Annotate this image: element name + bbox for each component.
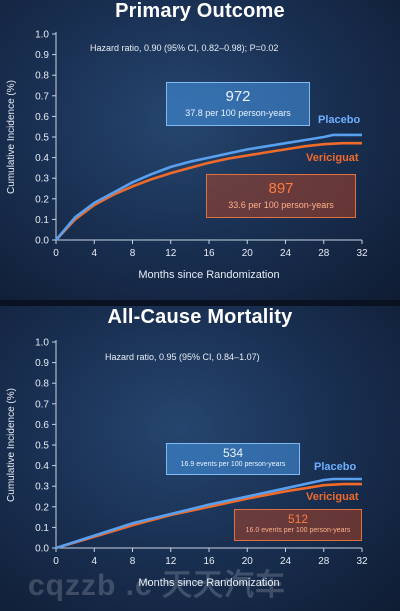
y-tick-label: 0.9: [35, 50, 49, 61]
x-tick-label: 12: [165, 248, 177, 259]
y-tick-label: 0.6: [35, 420, 49, 431]
x-tick-label: 16: [203, 248, 215, 259]
series-line-placebo: [55, 477, 362, 550]
vericiguat-rate: 33.6 per 100 person-years: [228, 200, 334, 210]
x-tick-label: 28: [318, 248, 330, 259]
placebo-stat-box: 972 37.8 per 100 person-years: [166, 82, 310, 126]
y-tick-label: 0.5: [35, 133, 49, 144]
y-tick-label: 0.3: [35, 174, 49, 185]
y-tick-label: 0.1: [35, 215, 49, 226]
y-tick-label: 0.7: [35, 399, 49, 410]
y-tick-label: 0.2: [35, 502, 49, 513]
series-line-vericiguat: [55, 141, 362, 241]
primary-outcome-chart: 0.0 0.1 0.2 0.3 0.4 0.5 0.6 0.7 0.8 0.9 1.0 0 4 8 12 16…: [6, 30, 368, 282]
placebo-rate: 16.9 events per 100 person-years: [180, 461, 286, 468]
placebo-count: 534: [222, 446, 244, 460]
legend-vericiguat: Vericiguat: [306, 491, 359, 503]
y-tick-label: 0.0: [35, 236, 49, 247]
x-tick-label: 4: [91, 248, 97, 259]
placebo-count: 972: [225, 88, 251, 105]
watermark-text: cqzzb .c 天天汽车: [28, 569, 287, 602]
x-axis-label: Months since Randomization: [138, 269, 279, 281]
x-tick-label: 28: [318, 556, 330, 567]
legend-vericiguat: Vericiguat: [306, 152, 359, 164]
y-axis-label: Cumulative Incidence (%): [6, 80, 17, 194]
x-tick-label: 0: [53, 248, 59, 259]
x-tick-label: 24: [280, 248, 292, 259]
mortality-chart: 0.0 0.1 0.2 0.3 0.4 0.5 0.6 0.7 0.8 0.9 1.0 0 4 8 12 16…: [6, 338, 368, 590]
legend-placebo: Placebo: [318, 114, 361, 126]
placebo-rate: 37.8 per 100 person-years: [185, 108, 291, 118]
y-tick-label: 0.8: [35, 379, 49, 390]
y-tick-label: 0.0: [35, 544, 49, 555]
y-tick-label: 0.3: [35, 482, 49, 493]
y-tick-label: 0.6: [35, 112, 49, 123]
x-tick-label: 8: [130, 248, 136, 259]
y-tick-label: 0.2: [35, 194, 49, 205]
series-line-vericiguat: [55, 482, 362, 550]
x-tick-label: 8: [130, 556, 136, 567]
x-axis-label: Months since Randomization: [138, 577, 279, 589]
x-tick-label: 4: [91, 556, 97, 567]
x-tick-label: 20: [242, 556, 254, 567]
x-tick-label: 16: [203, 556, 215, 567]
chart-title: All-Cause Mortality: [107, 306, 293, 328]
y-tick-label: 0.4: [35, 461, 49, 472]
hazard-ratio-text: Hazard ratio, 0.95 (95% CI, 0.84–1.07): [105, 352, 260, 362]
x-tick-label: 0: [53, 556, 59, 567]
y-axis-label: Cumulative Incidence (%): [6, 388, 17, 502]
x-tick-label: 12: [165, 556, 177, 567]
y-tick-label: 0.9: [35, 358, 49, 369]
x-tick-label: 20: [242, 248, 254, 259]
y-tick-label: 0.4: [35, 153, 49, 164]
legend-placebo: Placebo: [314, 461, 357, 473]
y-tick-label: 1.0: [35, 30, 49, 41]
primary-outcome-panel: Primary Outcome 0.0 0.1 0.2 0.3 0.4 0.5 0.6 0.7…: [0, 0, 400, 300]
series-line-placebo: [55, 133, 362, 241]
vericiguat-count: 897: [268, 180, 294, 197]
mortality-panel: All-Cause Mortality 0.0 0.1 0.2 0.3 0.4 0.5 0.…: [0, 306, 400, 611]
y-tick-label: 0.5: [35, 441, 49, 452]
chart-title: Primary Outcome: [115, 0, 285, 22]
y-tick-label: 0.8: [35, 71, 49, 82]
x-tick-label: 32: [356, 248, 368, 259]
x-tick-label: 24: [280, 556, 292, 567]
x-tick-label: 32: [356, 556, 368, 567]
hazard-ratio-text: Hazard ratio, 0.90 (95% CI, 0.82–0.98); …: [90, 43, 279, 53]
vericiguat-rate: 16.0 events per 100 person-years: [245, 527, 351, 534]
y-tick-label: 0.1: [35, 523, 49, 534]
placebo-stat-box: 534 16.9 events per 100 person-years: [166, 443, 300, 475]
vericiguat-stat-box: 512 16.0 events per 100 person-years: [234, 509, 362, 541]
y-tick-label: 1.0: [35, 338, 49, 349]
y-tick-label: 0.7: [35, 91, 49, 102]
vericiguat-stat-box: 897 33.6 per 100 person-years: [206, 174, 356, 218]
vericiguat-count: 512: [287, 512, 309, 526]
panel-divider: [0, 300, 400, 306]
